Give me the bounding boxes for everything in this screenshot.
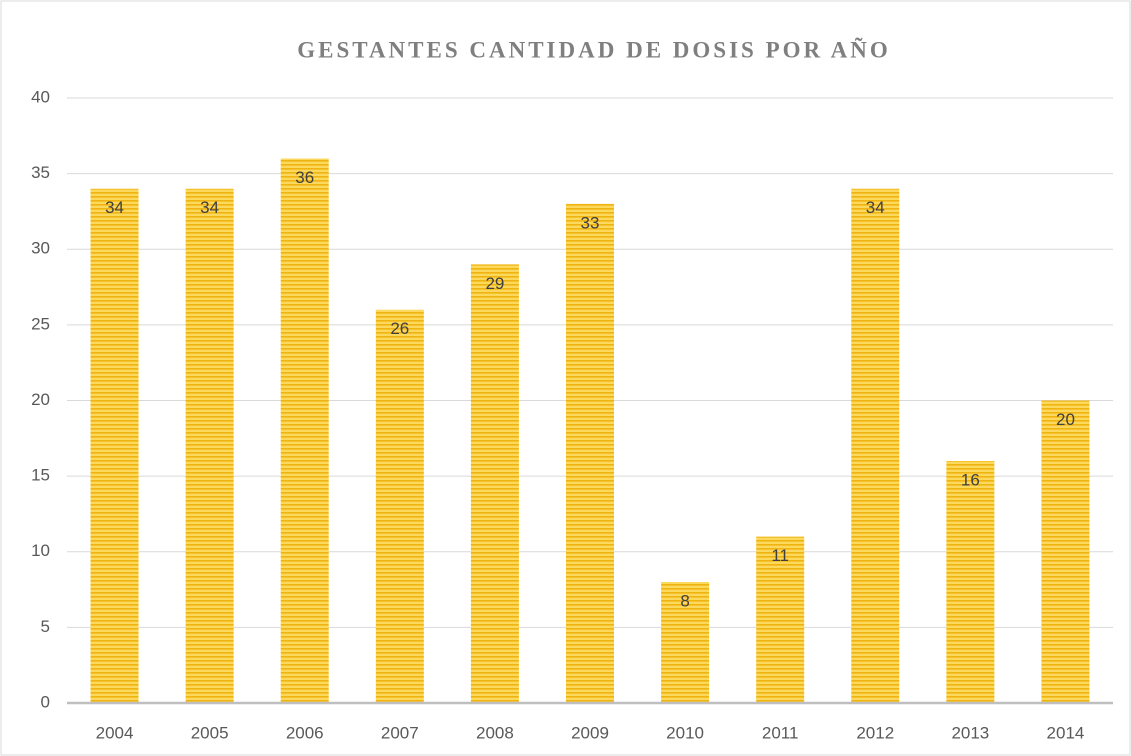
bar (375, 309, 424, 703)
chart-title: GESTANTES CANTIDAD DE DOSIS POR AÑO (297, 37, 890, 62)
bar (946, 461, 995, 703)
x-tick-label: 2013 (951, 723, 989, 742)
data-label: 8 (680, 591, 689, 610)
data-label: 34 (105, 198, 124, 217)
x-tick-label: 2006 (286, 723, 324, 742)
bar (280, 158, 329, 703)
data-label: 11 (771, 546, 789, 565)
data-label: 34 (866, 198, 885, 217)
data-label: 33 (581, 213, 600, 232)
y-tick-label: 35 (31, 163, 50, 182)
x-tick-label: 2007 (381, 723, 419, 742)
x-tick-label: 2005 (191, 723, 229, 742)
data-label: 20 (1056, 410, 1075, 429)
data-label: 16 (961, 470, 980, 489)
bar (90, 188, 139, 703)
y-tick-label: 40 (31, 87, 50, 106)
x-tick-label: 2009 (571, 723, 609, 742)
y-tick-label: 0 (41, 692, 50, 711)
bar (470, 264, 519, 703)
x-tick-label: 2011 (762, 723, 799, 742)
y-tick-label: 30 (31, 239, 50, 258)
data-label: 36 (295, 168, 314, 187)
y-tick-label: 5 (41, 617, 50, 636)
y-tick-label: 20 (31, 390, 50, 409)
bar (756, 536, 805, 703)
bar (185, 188, 234, 703)
x-tick-label: 2004 (96, 723, 134, 742)
y-tick-label: 10 (31, 541, 50, 560)
bar (1041, 400, 1090, 703)
data-label: 29 (485, 274, 504, 293)
data-label: 26 (390, 319, 409, 338)
bar (566, 203, 614, 703)
y-tick-label: 25 (31, 314, 50, 333)
y-tick-label: 15 (31, 466, 50, 485)
x-tick-label: 2010 (666, 723, 704, 742)
x-tick-label: 2008 (476, 723, 514, 742)
x-tick-label: 2012 (856, 723, 894, 742)
x-tick-label: 2014 (1047, 723, 1085, 742)
data-label: 34 (200, 198, 219, 217)
bar (851, 188, 900, 703)
bar (661, 582, 710, 703)
